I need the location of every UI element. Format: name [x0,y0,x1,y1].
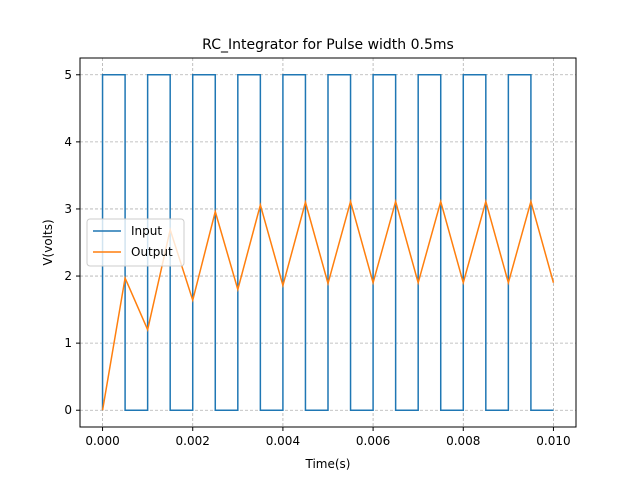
x-tick-label: 0.006 [356,434,390,448]
legend-label-input: Input [131,224,162,238]
y-tick-label: 2 [64,269,72,283]
x-axis-title: Time(s) [305,457,351,471]
legend-label-output: Output [131,245,173,259]
y-tick-label: 5 [64,68,72,82]
x-tick-label: 0.000 [85,434,119,448]
series-line-input [101,74,554,411]
y-tick-label: 0 [64,403,72,417]
legend: Input Output [86,218,185,267]
x-tick-label: 0.010 [536,434,570,448]
axis-ticks: 0.000 0.002 0.004 0.006 0.008 0.010 0 1 2 3 4 5 [64,68,570,448]
y-tick-label: 1 [64,336,72,350]
y-tick-label: 3 [64,202,72,216]
chart-title: RC_Integrator for Pulse width 0.5ms [202,37,454,53]
x-tick-label: 0.004 [266,434,300,448]
x-tick-label: 0.008 [446,434,480,448]
y-tick-label: 4 [64,135,72,149]
y-axis-title: V(volts) [41,219,55,265]
x-tick-label: 0.002 [176,434,210,448]
plot-frame [79,57,577,428]
